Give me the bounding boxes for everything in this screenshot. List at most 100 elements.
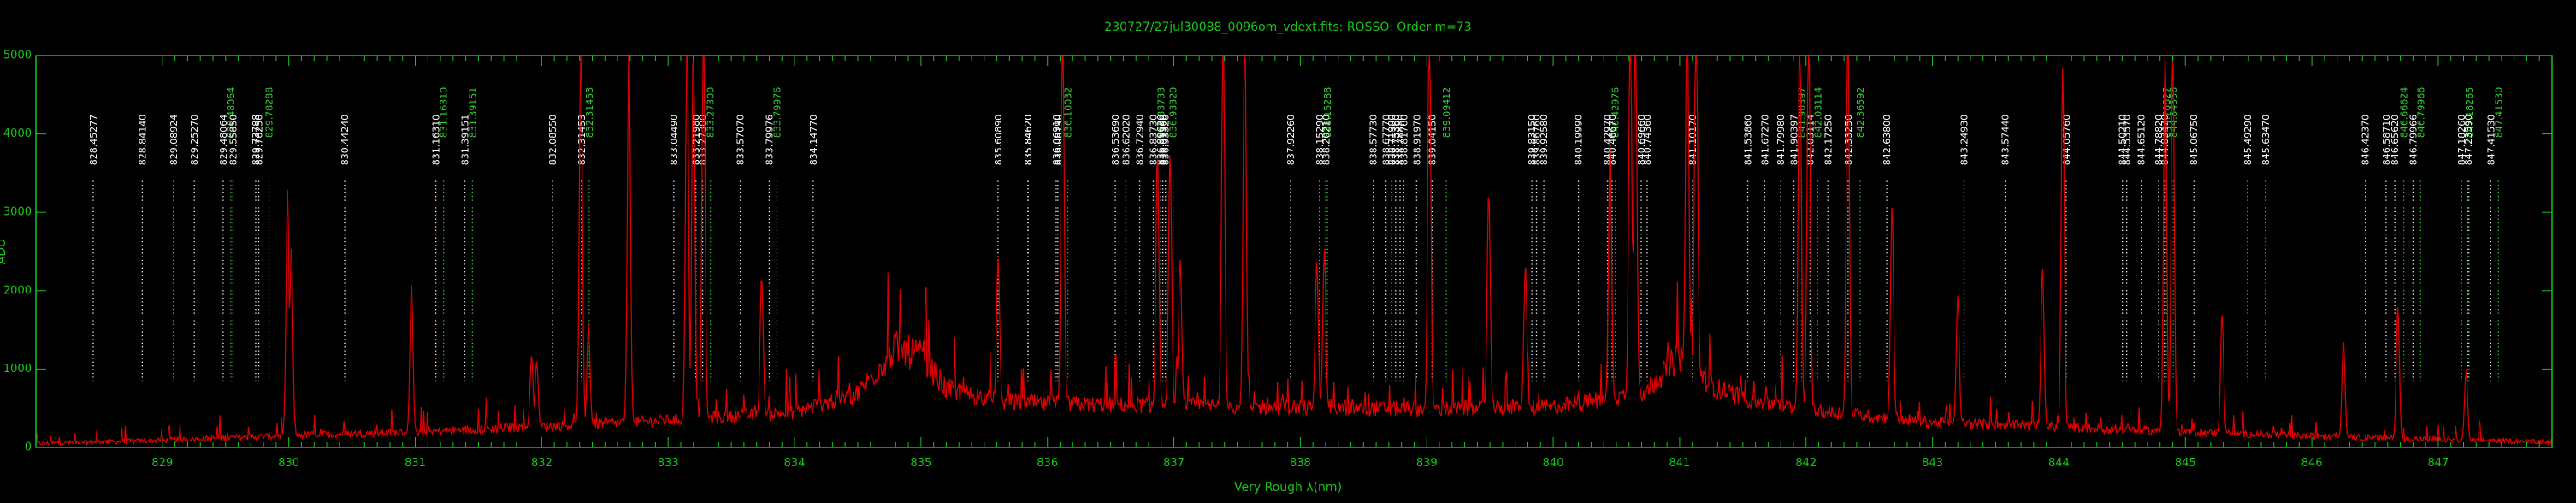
- line-id-label: 843.24930: [1959, 115, 1970, 166]
- line-id-label: 846.79966: [2415, 87, 2426, 139]
- line-id-label: 838.81760: [1398, 115, 1409, 166]
- line-id-label: 833.79976: [764, 115, 775, 166]
- x-tick-label: 838: [1290, 457, 1311, 470]
- line-id-label: 845.49290: [2242, 115, 2254, 166]
- x-tick-label: 844: [2048, 457, 2070, 470]
- x-axis-label: Very Rough λ(nm): [1234, 481, 1342, 494]
- line-id-label: 844.05760: [2061, 115, 2072, 166]
- line-id-label: 833.21980: [691, 115, 702, 166]
- x-tick-label: 830: [278, 457, 299, 470]
- line-id-label: 846.42370: [2360, 115, 2372, 166]
- line-id-label: 845.06750: [2189, 115, 2200, 166]
- x-tick-label: 846: [2301, 457, 2323, 470]
- y-tick-label: 1000: [3, 363, 32, 376]
- line-id-label: 836.93320: [1168, 87, 1179, 139]
- line-id-label: 829.48064: [218, 115, 229, 166]
- line-id-label: 844.53570: [2122, 115, 2133, 166]
- line-id-label: 845.63470: [2260, 115, 2272, 166]
- line-id-label: 833.57070: [736, 115, 747, 166]
- line-id-label: 836.10032: [1063, 87, 1074, 139]
- line-id-label: 831.16310: [439, 87, 450, 139]
- line-id-label: 836.83733: [1155, 87, 1167, 139]
- y-tick-label: 2000: [3, 284, 32, 297]
- spectrum-trace: [35, 55, 2553, 447]
- line-id-label: 846.65620: [2390, 115, 2401, 166]
- line-id-label: 835.84620: [1023, 115, 1034, 166]
- line-id-label: 844.78820: [2154, 115, 2165, 166]
- line-id-label: 835.84620: [1023, 115, 1034, 166]
- line-id-label: 840.42976: [1610, 87, 1622, 139]
- x-tick-label: 829: [151, 457, 173, 470]
- line-id-label: 836.93320: [1161, 115, 1172, 166]
- x-tick-label: 837: [1163, 457, 1185, 470]
- line-id-label: 830.44240: [340, 115, 351, 166]
- x-tick-label: 835: [910, 457, 931, 470]
- line-id-label: 847.41530: [2485, 115, 2496, 166]
- line-id-label: 832.31453: [584, 87, 595, 139]
- line-id-label: 844.50210: [2118, 115, 2129, 166]
- x-tick-label: 847: [2428, 457, 2449, 470]
- line-id-label: 828.84140: [137, 115, 148, 166]
- line-id-label: 829.78288: [264, 87, 275, 139]
- line-id-label: 833.04490: [669, 115, 680, 166]
- x-tick-label: 842: [1795, 457, 1817, 470]
- line-id-label: 836.83730: [1148, 115, 1159, 166]
- x-tick-label: 841: [1669, 457, 1690, 470]
- spectrum-line: [35, 55, 2553, 447]
- line-id-label: 831.39151: [467, 87, 478, 139]
- line-id-label: 834.14770: [808, 115, 819, 166]
- line-id-label: 833.79976: [771, 87, 783, 139]
- line-id-label: 835.60890: [993, 115, 1004, 166]
- axes: 829 830 831 832 833 834 835 836 837 838 839 840 841 8…: [3, 50, 2552, 470]
- line-id-label: 836.53690: [1110, 115, 1121, 166]
- x-tick-label: 832: [531, 457, 552, 470]
- y-tick-label: 5000: [3, 50, 32, 62]
- x-tick-label: 843: [1922, 457, 1943, 470]
- line-id-label: 836.89620: [1155, 115, 1167, 166]
- line-id-label: 844.83470: [2159, 115, 2171, 166]
- line-id-label: 831.39151: [459, 115, 470, 166]
- line-id-label: 836.06910: [1051, 115, 1062, 166]
- line-id-label: 841.90397: [1789, 115, 1800, 166]
- line-id-label: 847.18260: [2456, 115, 2467, 166]
- line-id-markers: 828.45277 828.84140 829.08924 829.25270 829.…: [88, 87, 2504, 382]
- line-id-label: 842.03114: [1812, 87, 1823, 139]
- y-tick-label: 3000: [3, 206, 32, 219]
- line-id-label: 829.76250: [254, 115, 265, 166]
- x-tick-label: 845: [2175, 457, 2196, 470]
- line-id-label: 842.36592: [1855, 87, 1866, 139]
- x-tick-label: 834: [784, 457, 806, 470]
- chart-title: 230727/27jul30088_0096om_vdext.fits: ROS…: [1104, 21, 1471, 34]
- line-id-label: 846.66624: [2399, 87, 2410, 139]
- line-id-label: 842.17250: [1823, 115, 1834, 166]
- line-id-label: 829.25270: [189, 115, 200, 166]
- line-id-label: 847.18265: [2464, 87, 2475, 139]
- line-id-label: 832.08550: [547, 115, 558, 166]
- line-id-label: 841.10170: [1687, 115, 1699, 166]
- line-id-label: 840.69660: [1636, 115, 1647, 166]
- x-tick-label: 839: [1416, 457, 1438, 470]
- line-id-label: 838.67770: [1381, 115, 1392, 166]
- line-id-label: 847.41530: [2493, 87, 2504, 139]
- line-id-label: 831.16310: [431, 115, 442, 166]
- line-id-label: 837.92260: [1285, 115, 1297, 166]
- line-id-label: 846.58710: [2381, 115, 2392, 166]
- line-id-label: 839.86760: [1531, 115, 1542, 166]
- line-id-label: 833.27300: [706, 87, 717, 139]
- line-id-label: 840.74360: [1642, 115, 1653, 166]
- x-tick-label: 840: [1543, 457, 1564, 470]
- line-id-label: 843.57440: [2000, 115, 2012, 166]
- line-id-label: 836.91300: [1158, 115, 1169, 166]
- line-id-label: 838.78880: [1395, 115, 1406, 166]
- line-id-label: 842.63800: [1882, 115, 1893, 166]
- line-id-label: 841.53860: [1743, 115, 1754, 166]
- y-tick-label: 0: [25, 441, 32, 454]
- line-id-label: 836.72940: [1135, 115, 1146, 166]
- y-axis-label: ADU: [0, 239, 9, 265]
- line-id-label: 838.20210: [1320, 115, 1332, 166]
- line-id-label: 838.15290: [1315, 115, 1326, 166]
- line-id-label: 829.55850: [227, 115, 239, 166]
- line-id-label: 838.71980: [1386, 115, 1397, 166]
- line-id-label: 838.75360: [1391, 115, 1402, 166]
